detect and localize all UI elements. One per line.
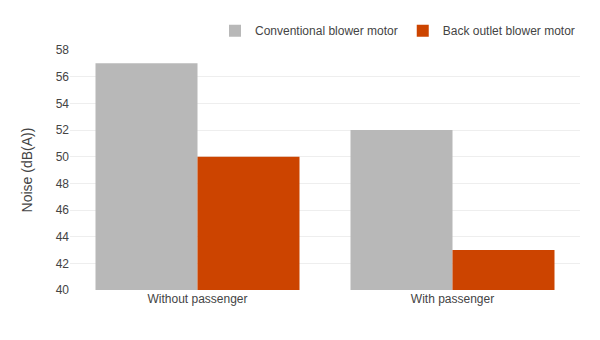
svg-text:Without passenger: Without passenger xyxy=(147,292,247,306)
svg-text:50: 50 xyxy=(56,150,70,164)
svg-text:With passenger: With passenger xyxy=(411,292,494,306)
svg-text:44: 44 xyxy=(56,230,70,244)
svg-text:42: 42 xyxy=(56,257,70,271)
svg-text:46: 46 xyxy=(56,203,70,217)
svg-text:54: 54 xyxy=(56,97,70,111)
svg-text:48: 48 xyxy=(56,177,70,191)
svg-text:Back outlet blower motor: Back outlet blower motor xyxy=(443,24,575,38)
svg-text:40: 40 xyxy=(56,283,70,297)
svg-text:58: 58 xyxy=(56,43,70,57)
svg-text:52: 52 xyxy=(56,123,70,137)
svg-text:56: 56 xyxy=(56,70,70,84)
svg-text:Noise (dB(A)): Noise (dB(A)) xyxy=(19,128,35,213)
svg-text:Conventional blower motor: Conventional blower motor xyxy=(255,24,398,38)
